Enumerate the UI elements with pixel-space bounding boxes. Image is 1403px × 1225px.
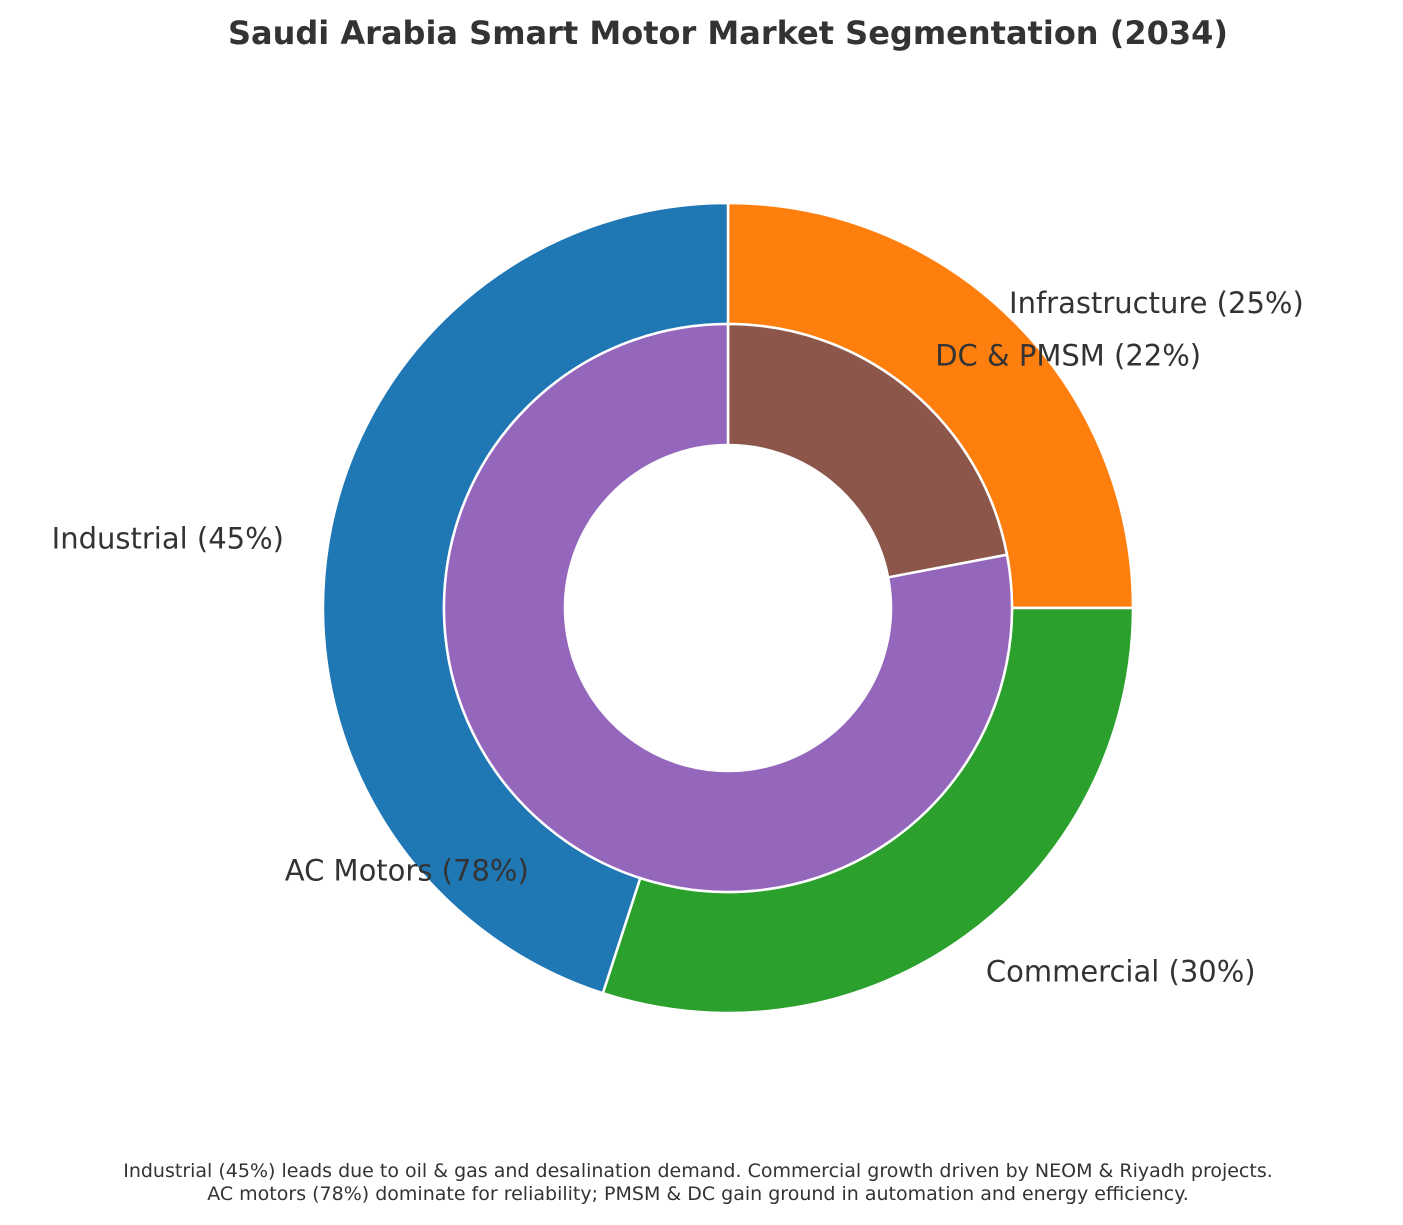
label-ac-motors: AC Motors (78%) bbox=[285, 854, 529, 888]
footnote-line-2: AC motors (78%) dominate for reliability… bbox=[207, 1183, 1189, 1205]
chart-title: Saudi Arabia Smart Motor Market Segmenta… bbox=[227, 14, 1229, 52]
label-dc-pmsm: DC & PMSM (22%) bbox=[935, 338, 1201, 372]
slice-ac-motors bbox=[442, 322, 1014, 894]
chart-footnote: Industrial (45%) leads due to oil & gas … bbox=[0, 1160, 1396, 1206]
slice-dc-pmsm bbox=[726, 322, 1009, 579]
outer-ring bbox=[321, 201, 1135, 1015]
label-commercial: Commercial (30%) bbox=[986, 954, 1256, 988]
inner-ring bbox=[442, 322, 1014, 894]
label-industrial: Industrial (45%) bbox=[52, 521, 284, 555]
label-infrastructure: Infrastructure (25%) bbox=[1009, 286, 1304, 320]
slice-labels: Infrastructure (25%) Commercial (30%) Indu… bbox=[52, 286, 1304, 988]
footnote-line-1: Industrial (45%) leads due to oil & gas … bbox=[123, 1160, 1273, 1182]
